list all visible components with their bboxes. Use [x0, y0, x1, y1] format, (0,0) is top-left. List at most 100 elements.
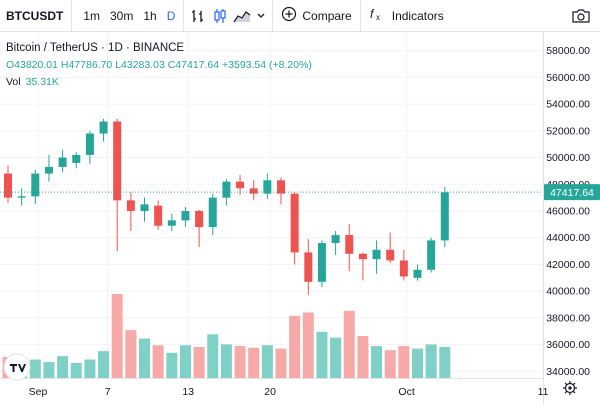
- volume-bars: [2, 294, 451, 378]
- interval-30m-button[interactable]: 30m: [110, 8, 134, 23]
- volume-bar: [57, 356, 69, 378]
- candle: [208, 193, 217, 236]
- candle: [304, 239, 313, 296]
- interval-1h-button[interactable]: 1h: [143, 8, 157, 23]
- candle-body: [386, 249, 395, 261]
- volume-bar: [111, 294, 123, 378]
- volume-bar: [43, 362, 55, 378]
- symbol-title[interactable]: Bitcoin / TetherUS · 1D · BINANCE: [6, 42, 185, 54]
- candle: [249, 180, 258, 201]
- candle: [399, 249, 408, 281]
- volume-bar: [261, 345, 273, 378]
- candle-body: [249, 188, 258, 194]
- symbol-search-button[interactable]: BTCUSDT: [0, 0, 73, 32]
- volume-bar: [248, 347, 260, 378]
- bar-chart-icon[interactable]: [187, 0, 209, 32]
- candle: [358, 252, 367, 281]
- candle-body: [85, 133, 94, 155]
- candle: [113, 118, 122, 252]
- candle-body: [222, 181, 231, 198]
- candle-body: [345, 235, 354, 254]
- camera-icon[interactable]: [570, 0, 592, 32]
- candle: [154, 200, 163, 230]
- volume-bar: [29, 359, 41, 378]
- interval-1m-button[interactable]: 1m: [83, 8, 100, 23]
- time-tick-label: 7: [105, 386, 111, 398]
- candles-icon[interactable]: [209, 0, 231, 32]
- chevron-down-icon[interactable]: [253, 0, 269, 32]
- plus-circle-icon: [281, 6, 297, 25]
- price-tick-label: 50000.00: [546, 152, 590, 164]
- candle-body: [4, 173, 12, 198]
- compare-label: Compare: [302, 8, 352, 23]
- candle-body: [72, 154, 81, 163]
- candlesticks: [4, 118, 449, 296]
- compare-button[interactable]: Compare: [276, 0, 356, 32]
- volume-label: Vol: [6, 76, 21, 88]
- volume-bar: [84, 359, 96, 378]
- volume-bar: [357, 336, 369, 378]
- candle-body: [440, 192, 449, 241]
- candle: [140, 197, 149, 222]
- candle: [126, 192, 135, 232]
- last-price-badge: 47417.64: [544, 184, 600, 201]
- candle: [72, 152, 81, 169]
- candle: [85, 130, 94, 165]
- volume-bar: [343, 310, 355, 378]
- candle-body: [331, 235, 340, 244]
- tradingview-logo[interactable]: [3, 353, 31, 381]
- candle-body: [399, 260, 408, 277]
- price-tick-label: 40000.00: [546, 286, 590, 298]
- volume-bar: [384, 350, 396, 378]
- toolbar-divider: [183, 0, 185, 32]
- candle: [58, 149, 67, 173]
- candle: [167, 213, 176, 232]
- candle-body: [154, 205, 163, 226]
- volume-bar: [371, 346, 383, 378]
- candle-body: [277, 180, 285, 194]
- candle-body: [126, 200, 135, 212]
- candle: [440, 186, 449, 248]
- svg-text:x: x: [376, 13, 380, 22]
- area-chart-icon[interactable]: [231, 0, 253, 32]
- volume-bar: [398, 346, 410, 378]
- volume-bar: [152, 345, 164, 378]
- interval-d-button[interactable]: D: [166, 8, 176, 23]
- toolbar-divider: [272, 0, 274, 32]
- settings-gear-icon[interactable]: [563, 381, 577, 395]
- price-chart[interactable]: 58000.00 56000.00 54000.00 52000.00 50000.00…: [0, 32, 600, 405]
- price-tick-label: 46000.00: [546, 206, 590, 218]
- chart-legend: Bitcoin / TetherUS · 1D · BINANCE O43820…: [6, 40, 312, 91]
- candle: [222, 178, 231, 206]
- time-tick-label: Sep: [29, 386, 48, 398]
- volume-legend: Vol 35.31K: [6, 74, 312, 91]
- candle-body: [208, 197, 217, 228]
- candle: [317, 240, 326, 288]
- price-tick-label: 56000.00: [546, 72, 590, 84]
- candle-body: [113, 121, 122, 201]
- candle: [277, 177, 285, 205]
- time-tick-label: 13: [182, 386, 194, 398]
- price-tick-label: 44000.00: [546, 232, 590, 244]
- volume-bar: [125, 330, 137, 378]
- candle-body: [413, 269, 422, 278]
- candle-body: [44, 166, 53, 174]
- volume-bar: [207, 334, 219, 378]
- candle-body: [181, 211, 190, 221]
- candle: [31, 169, 40, 205]
- price-tick-label: 38000.00: [546, 312, 590, 324]
- candle: [4, 165, 12, 203]
- time-axis: Sep 7 13 20 Oct 11: [29, 386, 549, 398]
- volume-bar: [70, 362, 82, 378]
- candle-body: [99, 121, 108, 134]
- candle: [195, 209, 204, 248]
- candle-body: [317, 243, 326, 282]
- candle: [372, 240, 381, 274]
- price-tick-label: 42000.00: [546, 259, 590, 271]
- candle: [44, 154, 53, 182]
- candle-body: [263, 180, 272, 194]
- candle-body: [304, 252, 313, 282]
- candle-body: [290, 193, 299, 253]
